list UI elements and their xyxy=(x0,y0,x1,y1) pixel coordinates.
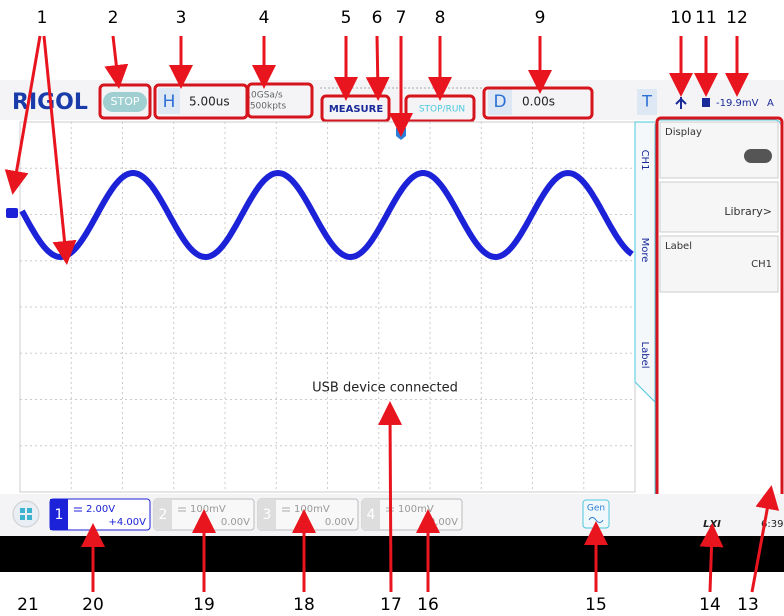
stop-run[interactable]: STOP/RUN xyxy=(419,105,465,115)
sample-rate: 10GSa/s xyxy=(245,91,283,101)
callout-number: 9 xyxy=(535,8,546,28)
page: {"callouts": ["1","2","3","4","5","6","7… xyxy=(0,0,784,616)
d-label: D xyxy=(493,92,506,112)
toggle[interactable] xyxy=(744,149,772,163)
channel-number: 1 xyxy=(55,507,64,523)
h-label: H xyxy=(163,92,176,112)
side-tab[interactable]: Label xyxy=(639,342,650,369)
channel-number: 2 xyxy=(159,507,168,523)
message: USB device connected xyxy=(312,381,458,396)
menu-title: Display xyxy=(665,127,702,138)
trigger-source-icon xyxy=(702,98,710,107)
callout-number: 16 xyxy=(417,595,439,615)
channel-offset: 0.00V xyxy=(429,517,458,528)
channel-offset: 0.00V xyxy=(325,517,354,528)
memory-depth: 500kpts xyxy=(250,102,287,112)
callout-number: 12 xyxy=(726,8,748,28)
callout-number: 8 xyxy=(435,8,446,28)
status[interactable]: STOP xyxy=(111,95,140,108)
callout-number: 19 xyxy=(193,595,215,615)
menu-value: Library> xyxy=(724,205,772,218)
lxi: LXI xyxy=(703,519,721,530)
delay[interactable]: 0.00s xyxy=(522,95,555,109)
screenshot: RIGOL STOP H 5.00us 10GSa/s 500kpts MEAS… xyxy=(0,0,784,616)
trigger-level: -19.9mV xyxy=(716,98,759,109)
callout-number: 4 xyxy=(259,8,270,28)
callout-number: 7 xyxy=(396,8,407,28)
channel-offset: 0.00V xyxy=(221,517,250,528)
channel-number: 3 xyxy=(263,507,272,523)
channel-scale: 2.00V xyxy=(86,504,115,515)
channel-number: 4 xyxy=(367,507,376,523)
channel-scale: 100mV xyxy=(294,504,330,515)
side-tab[interactable]: CH1 xyxy=(639,150,650,171)
callout-number: 21 xyxy=(17,595,39,615)
callout-number: 3 xyxy=(176,8,187,28)
callout-arrow xyxy=(377,36,378,92)
trigger-mode: A xyxy=(767,98,774,109)
timebase[interactable]: 5.00us xyxy=(189,95,230,109)
callout-number: 18 xyxy=(293,595,315,615)
callout-number: 11 xyxy=(695,8,717,28)
callout-number: 5 xyxy=(341,8,352,28)
measure[interactable]: MEASURE xyxy=(329,104,384,115)
callout-number: 15 xyxy=(585,595,607,615)
side-tab[interactable]: More xyxy=(639,238,650,263)
callout-arrow xyxy=(710,532,712,592)
callout-number: 17 xyxy=(380,595,402,615)
callout-number: 1 xyxy=(37,8,48,28)
channel-marker xyxy=(6,208,18,218)
menu-value: CH1 xyxy=(751,259,772,270)
callout-number: 20 xyxy=(82,595,104,615)
callout-number: 10 xyxy=(670,8,692,28)
callout-number: 6 xyxy=(372,8,383,28)
gen-label: Gen xyxy=(587,504,605,514)
callout-number: 14 xyxy=(699,595,721,615)
callout-arrow xyxy=(390,410,391,592)
callout-number: 13 xyxy=(737,595,759,615)
home-button[interactable] xyxy=(13,501,39,527)
menu-title: Label xyxy=(665,241,692,252)
channel-scale: 100mV xyxy=(398,504,434,515)
callout-number: 2 xyxy=(108,8,119,28)
t-label: T xyxy=(641,92,652,111)
channel-scale: 100mV xyxy=(190,504,226,515)
channel-offset: +4.00V xyxy=(109,517,147,528)
callout-arrow xyxy=(113,36,118,80)
